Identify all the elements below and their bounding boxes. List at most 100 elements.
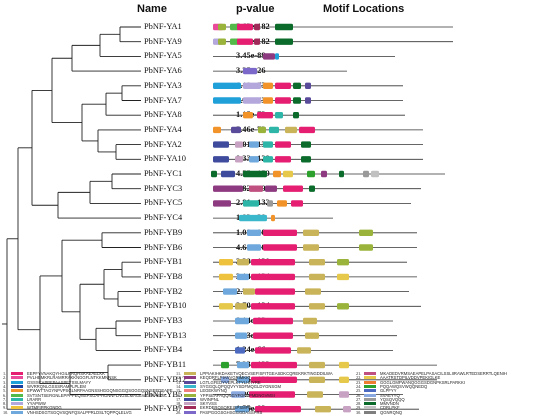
legend-number: 4.: [3, 383, 7, 389]
gene-label: PbNF-YB7: [144, 404, 183, 414]
pvalue: 3.45e-89: [236, 51, 266, 61]
motif-block: [221, 376, 229, 383]
motif-block: [309, 303, 325, 310]
gene-label: PbNF-YC1: [144, 169, 183, 178]
legend-swatch: [11, 372, 23, 375]
legend-number: 19.: [176, 405, 182, 411]
motif-block: [275, 38, 293, 45]
motif-block: [267, 200, 273, 207]
legend-number: 20.: [176, 409, 182, 415]
legend-sequence: LGTLGFEDYVEPLKTYLHRYRE: [200, 379, 261, 385]
legend-swatch: [364, 372, 376, 375]
legend-number: 15.: [176, 388, 182, 394]
motif-block: [231, 391, 245, 398]
motif-block: [251, 376, 297, 383]
motif-block: [339, 170, 344, 178]
legend-number: 14.: [176, 383, 182, 389]
motif-block: [275, 141, 291, 148]
legend-sequence: GGGLGMFWANQGGGSDGNPKSRLPARKKI: [380, 379, 465, 385]
motif-block: [243, 97, 261, 104]
gene-label: PbNF-YB1: [144, 257, 183, 267]
legend-swatch: [184, 397, 196, 401]
legend-number: 6.: [3, 392, 7, 398]
legend-sequence: LPPIAKIHKDAKETVQECVSEFISFITGEASDKCQREKRK…: [200, 371, 333, 376]
motif-block: [363, 170, 369, 178]
legend-number: 11.: [176, 371, 182, 376]
motif-block: [219, 303, 233, 310]
legend-number: 26.: [356, 392, 362, 398]
motif-block: [303, 229, 319, 236]
motif-block: [243, 288, 255, 295]
motif-block: [371, 170, 379, 178]
motif-block: [243, 82, 261, 89]
legend-sequence: PASPGGGSGHSGGGDASSPRS: [200, 409, 263, 415]
motif-block: [221, 170, 235, 178]
gene-label: PbNF-YA10: [144, 154, 186, 164]
legend-swatch: [11, 380, 23, 384]
legend-swatch: [11, 397, 23, 401]
gene-label: PbNF-YB8: [144, 271, 183, 281]
legend-swatch: [11, 384, 23, 388]
motif-block: [223, 288, 237, 295]
legend-sequence: LRARR: [27, 396, 42, 402]
motif-block: [235, 141, 243, 148]
legend-number: 22.: [356, 375, 362, 381]
legend-number: 29.: [356, 405, 362, 411]
gene-label: PbNF-YB3: [144, 316, 183, 325]
legend-sequence: EEPFYVNAKQYHGILRRQRSKAEAELKK: [27, 371, 105, 376]
gene-label: PbNF-YA1: [144, 22, 182, 31]
motif-block: [221, 361, 229, 369]
motif-block: [271, 214, 275, 222]
motif-block: [235, 156, 243, 163]
motif-block: [247, 229, 261, 236]
motif-block: [275, 156, 291, 163]
legend-swatch: [364, 376, 376, 380]
motif-block: [218, 38, 226, 45]
legend-swatch: [11, 402, 23, 406]
motif-block: [297, 347, 311, 354]
gene-label: PbNF-YA7: [144, 95, 182, 105]
legend-sequence: EPWWTTAGYNPVPSGLNRPAAGNSSHGGQNSGGQSGGGQS…: [27, 388, 173, 394]
legend-sequence: YYAPWW: [27, 401, 46, 407]
motif-block: [213, 82, 241, 89]
pvalue: 5.46e-72: [236, 124, 266, 134]
motif-block: [337, 273, 349, 281]
name-header: Name: [137, 3, 167, 15]
motif-block: [243, 112, 253, 119]
legend-number: 30.: [356, 409, 362, 415]
motif-block: [237, 376, 249, 383]
motif-block: [211, 170, 217, 178]
legend-swatch: [364, 393, 376, 397]
legend-swatch: [184, 380, 196, 384]
legend-swatch: [364, 410, 376, 414]
motif-block: [307, 170, 315, 178]
motif-block: [269, 126, 279, 134]
motif-block: [219, 259, 233, 266]
legend-swatch: [11, 410, 23, 414]
motif-block: [277, 200, 287, 207]
motif-block: [305, 288, 321, 295]
motif-block: [275, 82, 291, 89]
legend-sequence: YQSQVQQQ: [380, 396, 405, 402]
gene-label: PbNF-YB6: [144, 242, 183, 252]
motif-block: [254, 23, 260, 31]
motif-block: [213, 141, 229, 148]
motif-block: [315, 406, 331, 413]
gene-label: PbNF-YA6: [144, 66, 182, 76]
motif-block: [255, 288, 295, 295]
legend-sequence: VNHSDSGTSGQVSQNFQSALPPRLDSLTQPPQLELVG: [27, 409, 132, 415]
motif-block: [213, 185, 243, 192]
legend-sequence: KEQDRFLPIANVGRIMKKI: [200, 375, 251, 381]
legend-number: 23.: [356, 379, 362, 385]
motif-block: [213, 126, 221, 134]
legend-number: 5.: [3, 388, 7, 394]
motif-block: [249, 141, 259, 148]
motif-block: [230, 23, 239, 31]
legend-swatch: [364, 380, 376, 384]
legend-swatch: [184, 410, 196, 414]
motif-block: [263, 141, 273, 148]
motif-block: [255, 406, 301, 413]
legend-swatch: [11, 376, 23, 380]
motif-block: [263, 53, 275, 60]
motif-block: [231, 126, 241, 134]
